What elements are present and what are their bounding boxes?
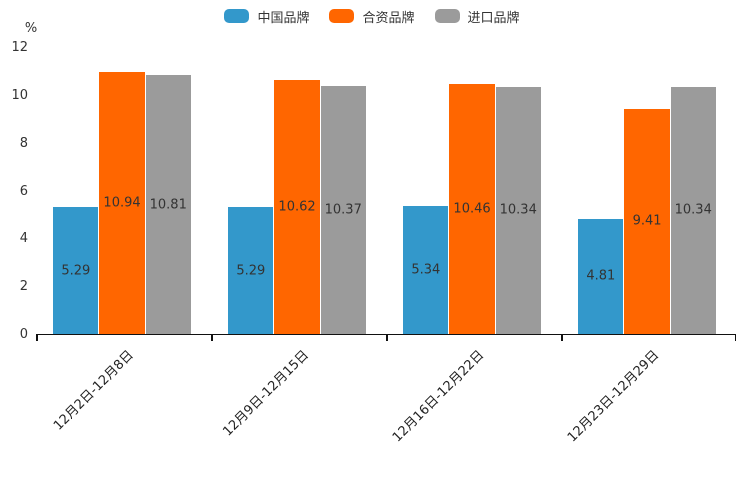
bar-value-label: 10.62 — [278, 199, 316, 215]
bar-value-label: 5.29 — [61, 263, 91, 279]
bar-value-label: 4.81 — [586, 268, 616, 284]
bar-中国品牌-2[interactable]: 5.34 — [403, 206, 449, 334]
bar-中国品牌-3[interactable]: 4.81 — [578, 218, 624, 334]
legend-swatch — [329, 9, 355, 23]
bar-value-label: 10.37 — [324, 202, 362, 218]
legend: 中国品牌 合资品牌 进口品牌 — [0, 7, 744, 26]
x-tick-label: 12月2日-12月8日 — [51, 347, 137, 434]
y-axis-unit-label: % — [24, 21, 38, 36]
bar-合资品牌-1[interactable]: 10.62 — [274, 80, 320, 334]
y-tick-label: 2 — [19, 279, 28, 295]
x-tick-label: 12月16日-12月22日 — [389, 347, 487, 446]
x-axis-tick — [561, 335, 563, 341]
bar-value-label: 10.34 — [499, 202, 537, 218]
legend-swatch — [434, 9, 460, 23]
bar-进口品牌-1[interactable]: 10.37 — [320, 85, 366, 334]
x-axis-tick — [386, 335, 388, 341]
bar-进口品牌-3[interactable]: 10.34 — [670, 86, 716, 334]
bar-合资品牌-3[interactable]: 9.41 — [624, 108, 670, 334]
x-axis-tick — [36, 335, 38, 341]
y-tick-label: 10 — [11, 87, 28, 103]
bar-中国品牌-1[interactable]: 5.29 — [228, 207, 274, 334]
legend-label: 进口品牌 — [467, 10, 520, 26]
bar-合资品牌-0[interactable]: 10.94 — [99, 72, 145, 334]
bar-进口品牌-2[interactable]: 10.34 — [495, 86, 541, 334]
bar-value-label: 5.34 — [411, 262, 441, 278]
bar-value-label: 10.94 — [103, 195, 141, 211]
plot-area: 5.29 10.94 10.81 12月2日-12月8日 5.29 10.62 10.37 1… — [36, 48, 736, 445]
x-tick-label: 12月9日-12月15日 — [220, 347, 312, 440]
y-tick-label: 8 — [19, 135, 28, 151]
bar-合资品牌-2[interactable]: 10.46 — [449, 83, 495, 334]
x-axis-tick — [211, 335, 213, 341]
legend-item-0[interactable]: 中国品牌 — [224, 7, 309, 26]
y-tick-label: 6 — [19, 183, 28, 199]
bar-value-label: 10.34 — [674, 202, 712, 218]
x-tick-label: 12月23日-12月29日 — [564, 347, 662, 446]
x-axis-tick — [734, 335, 736, 341]
bar-进口品牌-0[interactable]: 10.81 — [145, 75, 191, 334]
bar-中国品牌-0[interactable]: 5.29 — [53, 207, 99, 334]
legend-label: 中国品牌 — [257, 10, 310, 26]
y-tick-label: 4 — [19, 231, 28, 247]
bar-value-label: 10.81 — [149, 197, 187, 213]
bar-value-label: 5.29 — [236, 263, 266, 279]
legend-item-2[interactable]: 进口品牌 — [434, 7, 520, 26]
legend-swatch — [224, 9, 250, 23]
legend-item-1[interactable]: 合资品牌 — [329, 7, 415, 26]
y-tick-label: 12 — [11, 40, 28, 55]
bar-value-label: 9.41 — [632, 213, 662, 229]
y-tick-label: 0 — [19, 327, 28, 342]
legend-label: 合资品牌 — [362, 10, 415, 26]
bar-value-label: 10.46 — [453, 201, 491, 217]
